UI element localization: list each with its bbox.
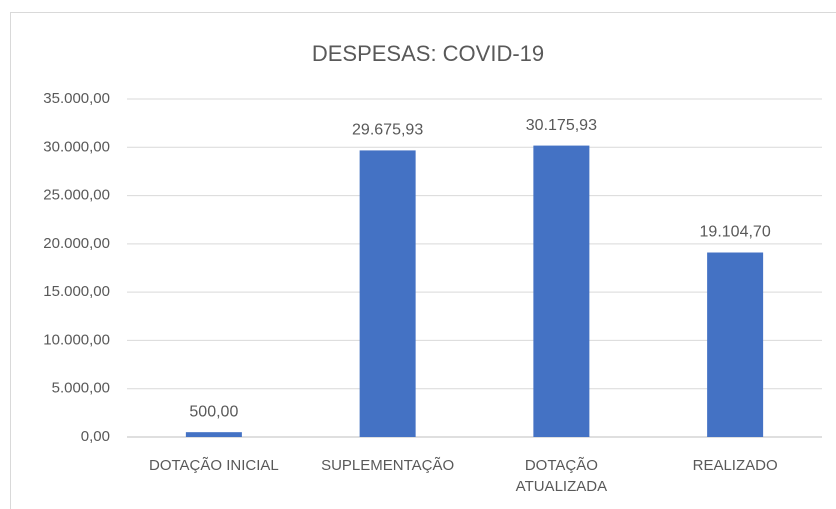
x-tick-label: DOTAÇÃO INICIAL (149, 457, 279, 474)
bar (185, 432, 242, 437)
y-tick-label: 35.000,00 (43, 90, 110, 107)
y-tick-label: 5.000,00 (52, 380, 110, 397)
y-tick-label: 0,00 (81, 428, 110, 445)
bar (533, 145, 590, 437)
chart-title: DESPESAS: COVID-19 (312, 41, 544, 66)
chart-border (10, 12, 836, 509)
y-tick-label: 15.000,00 (43, 283, 110, 300)
data-label: 29.675,93 (352, 122, 423, 139)
bar (359, 150, 416, 438)
y-tick-label: 10.000,00 (43, 331, 110, 348)
y-tick-label: 30.000,00 (43, 138, 110, 155)
data-label: 30.175,93 (526, 117, 597, 134)
data-label: 500,00 (189, 403, 238, 420)
x-tick-label: REALIZADO (692, 457, 778, 474)
bar (707, 252, 764, 437)
y-tick-label: 25.000,00 (43, 187, 110, 204)
data-label: 19.104,70 (700, 224, 771, 241)
y-tick-label: 20.000,00 (43, 235, 110, 252)
x-tick-label: DOTAÇÃO ATUALIZADA (515, 457, 608, 495)
x-tick-label: SUPLEMENTAÇÃO (321, 457, 455, 474)
